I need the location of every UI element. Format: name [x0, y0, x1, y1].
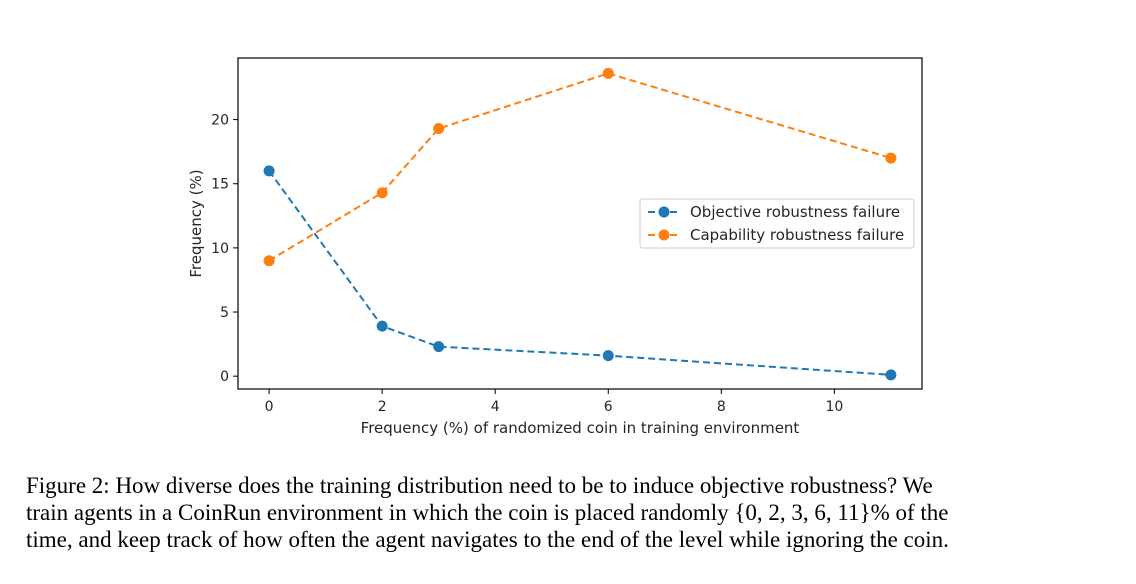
series-2-point-3 [433, 123, 445, 135]
y-tick-label-3: 10 [211, 241, 229, 257]
series-1-point-2 [376, 320, 388, 332]
x-tick-label-4: 6 [604, 399, 613, 415]
y-tick-label-4: 15 [211, 177, 229, 193]
caption-line-2: train agents in a CoinRun environment in… [26, 500, 949, 525]
series-2-point-2 [376, 187, 388, 199]
axes-frame [237, 57, 923, 390]
caption-line-3: time, and keep track of how often the ag… [26, 527, 949, 552]
y-tick-label-1: 0 [220, 369, 229, 385]
x-tick-label-5: 8 [717, 399, 726, 415]
x-tick-label-1: 0 [265, 399, 274, 415]
x-axis-label: Frequency (%) of randomized coin in trai… [361, 419, 800, 437]
y-tick-label-5: 20 [211, 113, 229, 129]
y-tick-label-2: 5 [220, 305, 229, 321]
series-2-point-1 [263, 255, 275, 267]
y-axis-label: Frequency (%) [187, 169, 205, 277]
legend-label-1: Objective robustness failure [690, 203, 900, 221]
x-tick-label-2: 2 [378, 399, 387, 415]
series-1-point-3 [433, 341, 445, 353]
axes: 0 2 4 6 8 10 0 5 10 15 20 Frequency (%) of randomiz… [187, 57, 923, 437]
x-tick-label-6: 10 [825, 399, 843, 415]
legend-marker-2 [658, 229, 670, 241]
series-1-point-4 [602, 350, 614, 362]
series-2-point-5 [885, 152, 897, 164]
legend-label-2: Capability robustness failure [690, 226, 904, 244]
plot-area [263, 67, 897, 381]
caption-line-1: Figure 2: How diverse does the training … [26, 473, 933, 498]
series-1-point-5 [885, 369, 897, 381]
x-tick-label-3: 4 [491, 399, 500, 415]
series-2-point-4 [602, 67, 614, 79]
figure-caption: Figure 2: How diverse does the training … [26, 472, 1116, 553]
legend-marker-1 [658, 206, 670, 218]
series-1-point-1 [263, 165, 275, 177]
legend: Objective robustness failure Capability r… [639, 198, 915, 249]
legend-box [639, 198, 915, 249]
